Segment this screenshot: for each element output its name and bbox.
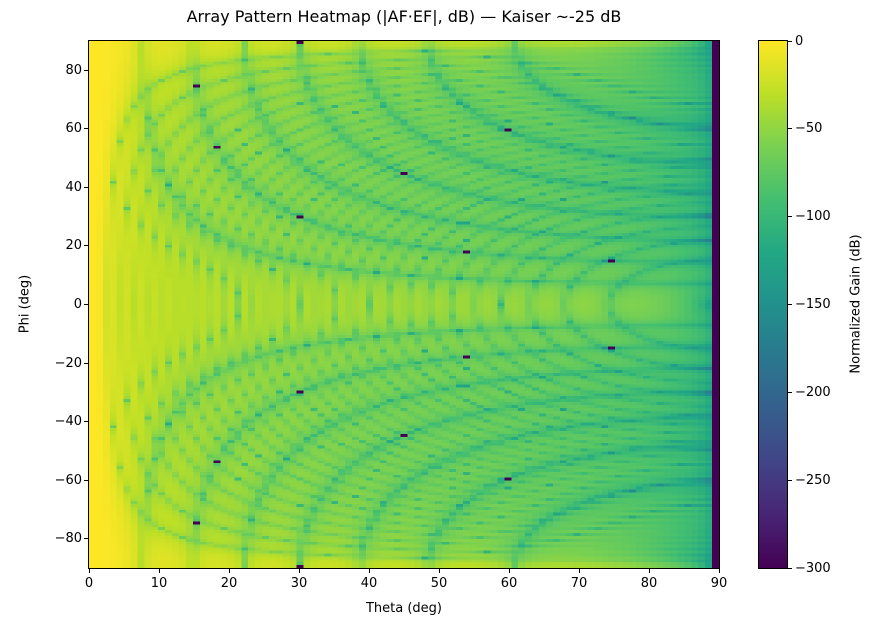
x-tick-mark	[648, 569, 650, 573]
x-tick-label: 10	[150, 576, 168, 591]
y-tick-label: −20	[54, 355, 82, 371]
y-tick-mark	[84, 362, 88, 364]
colorbar-tick-label: 0	[795, 33, 804, 49]
colorbar-tick-mark	[788, 391, 792, 393]
x-tick-label: 20	[220, 576, 238, 591]
y-tick-mark	[84, 186, 88, 188]
y-tick-label: 40	[65, 179, 82, 195]
y-tick-label: 20	[65, 238, 82, 254]
y-tick-label: 60	[65, 121, 82, 137]
x-tick-mark	[298, 569, 300, 573]
y-tick-mark	[84, 304, 88, 305]
x-tick-label: 90	[710, 576, 728, 591]
colorbar-tick-label: −100	[795, 209, 831, 225]
x-tick-label: 0	[84, 576, 94, 591]
y-axis-label: Phi (deg)	[17, 274, 33, 334]
colorbar-tick-mark	[788, 216, 792, 218]
y-tick-label: 80	[65, 62, 82, 78]
y-tick-mark	[84, 128, 88, 130]
chart-title: Array Pattern Heatmap (|AF·EF|, dB) — Ka…	[186, 7, 622, 26]
colorbar-tick-label: −250	[795, 472, 831, 488]
colorbar-tick-mark	[788, 567, 792, 569]
y-tick-label: 0	[73, 297, 82, 312]
x-tick-mark	[228, 569, 230, 573]
x-tick-mark	[508, 569, 510, 573]
x-tick-mark	[88, 569, 90, 573]
x-tick-label: 30	[290, 576, 308, 591]
colorbar-tick-label: −150	[795, 297, 831, 312]
x-tick-mark	[578, 569, 580, 573]
y-tick-label: −60	[54, 472, 82, 488]
colorbar-tick-mark	[788, 40, 792, 42]
colorbar-tick-label: −50	[795, 121, 823, 137]
colorbar-label: Normalized Gain (dB)	[848, 234, 864, 374]
y-tick-mark	[84, 245, 88, 247]
y-tick-mark	[84, 479, 88, 481]
x-tick-mark	[368, 569, 370, 573]
x-tick-label: 60	[500, 576, 518, 591]
y-tick-mark	[84, 69, 88, 71]
colorbar-tick-mark	[788, 304, 792, 305]
x-tick-label: 70	[570, 576, 588, 591]
heatmap-canvas	[89, 41, 719, 568]
colorbar	[758, 40, 788, 569]
x-tick-mark	[158, 569, 160, 573]
x-tick-mark	[438, 569, 440, 573]
y-tick-mark	[84, 538, 88, 540]
colorbar-tick-mark	[788, 128, 792, 130]
y-tick-label: −80	[54, 531, 82, 547]
x-tick-label: 80	[640, 576, 658, 591]
x-tick-label: 40	[360, 576, 378, 591]
y-tick-label: −40	[54, 414, 82, 430]
colorbar-gradient	[759, 41, 787, 568]
colorbar-tick-label: −200	[795, 384, 831, 400]
colorbar-tick-mark	[788, 479, 792, 481]
x-tick-label: 50	[430, 576, 448, 591]
colorbar-tick-label: −300	[795, 560, 831, 576]
x-axis-label: Theta (deg)	[365, 601, 443, 616]
y-tick-mark	[84, 421, 88, 423]
x-tick-mark	[718, 569, 720, 573]
